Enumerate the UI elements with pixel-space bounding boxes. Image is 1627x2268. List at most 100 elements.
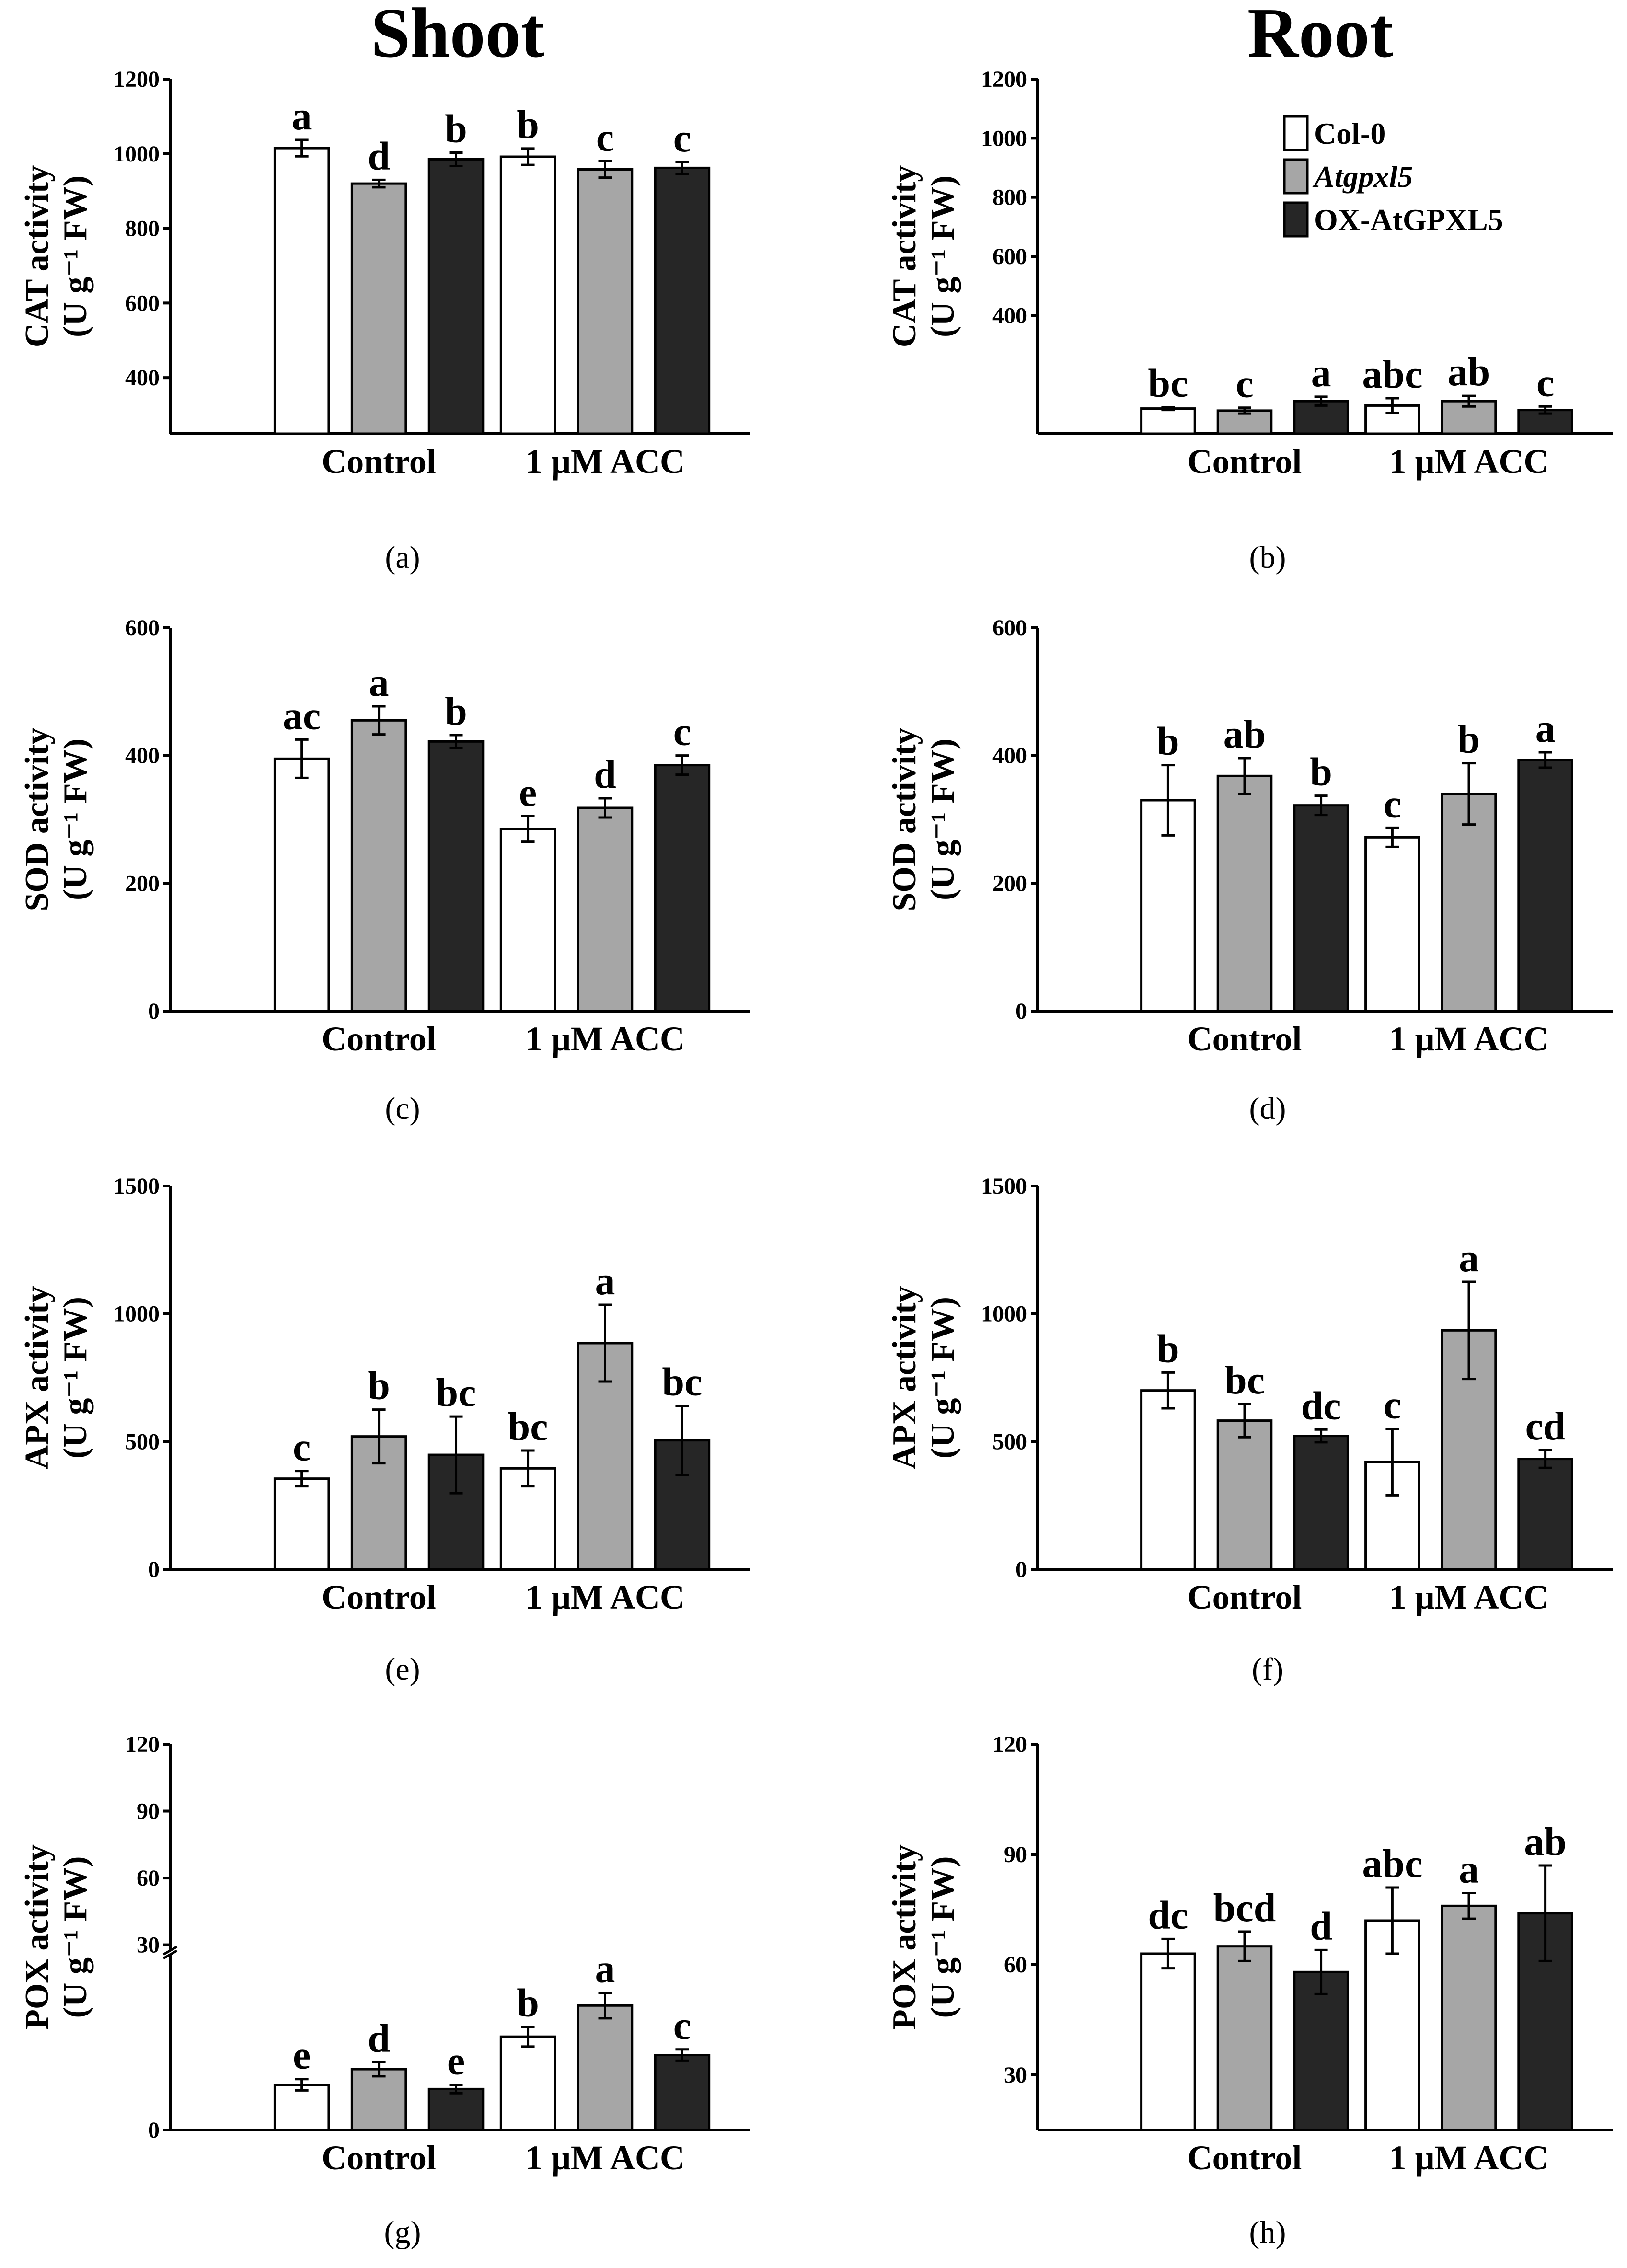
significance-letter: bc — [436, 1370, 476, 1415]
bar — [1216, 1945, 1273, 2131]
chart-panel-d: 0 200 400 600 SOD activity (U g⁻¹ FW) Control b… — [886, 615, 1613, 1126]
legend-label-atgpxl5: Atgpxl5 — [1312, 160, 1413, 194]
x-category-label: Control — [1188, 1578, 1302, 1616]
y-tick-label: 600 — [992, 244, 1027, 269]
legend-label-ox-atgpxl5: OX-AtGPXL5 — [1314, 203, 1503, 237]
shoot-title: Shoot — [371, 0, 544, 72]
y-tick-label: 0 — [148, 999, 160, 1024]
y-tick-label: 400 — [992, 743, 1027, 769]
significance-letter: b — [445, 106, 467, 151]
chart-panel-g: 0 30 60 90 120 POX activity (U g⁻¹ FW) Control e… — [19, 1732, 750, 2250]
x-category-label: Control — [322, 1578, 436, 1616]
y-tick-label: 0 — [148, 1557, 160, 1582]
panel-label: (h) — [1249, 2215, 1286, 2250]
x-category-label: Control — [322, 1020, 436, 1058]
bar — [654, 166, 711, 435]
y-tick-label: 1500 — [114, 1174, 160, 1199]
significance-letter: c — [293, 1425, 311, 1470]
root-title: Root — [1247, 0, 1393, 72]
bar — [1364, 836, 1420, 1013]
y-tick-label: 600 — [992, 615, 1027, 641]
significance-letter: bcd — [1213, 1886, 1276, 1930]
significance-letter: ab — [1223, 712, 1266, 757]
y-tick-label: 1000 — [114, 141, 160, 167]
y-tick-label: 600 — [125, 290, 160, 316]
y-tick-label: 400 — [992, 303, 1027, 328]
bar — [654, 764, 711, 1013]
y-tick-label: 1000 — [981, 1301, 1027, 1327]
bar — [654, 2054, 711, 2131]
bar — [1140, 1389, 1196, 1571]
x-category-label: 1 μM ACC — [525, 1578, 685, 1616]
legend-swatch-col0 — [1283, 115, 1309, 151]
significance-letter: c — [596, 115, 614, 160]
significance-letter: a — [1459, 1847, 1479, 1892]
significance-letter: e — [293, 2033, 311, 2078]
significance-letter: bc — [1148, 361, 1188, 406]
y-tick-label: 90 — [1004, 1842, 1027, 1867]
x-category-label: 1 μM ACC — [1389, 2139, 1549, 2177]
significance-letter: a — [1311, 351, 1331, 395]
significance-letter: b — [445, 689, 467, 734]
y-axis-unit-label: (U g⁻¹ FW) — [57, 738, 94, 900]
x-category-label: 1 μM ACC — [525, 442, 685, 481]
significance-letter: d — [368, 2016, 390, 2061]
significance-letter: a — [595, 1259, 615, 1303]
bar — [1293, 1970, 1349, 2131]
bar — [1293, 400, 1349, 435]
significance-letter: e — [519, 770, 537, 815]
bar — [427, 158, 485, 435]
y-tick-label: 120 — [992, 1732, 1027, 1757]
significance-letter: bc — [508, 1405, 548, 1449]
y-axis-label: SOD activity — [19, 727, 56, 911]
significance-letter: bc — [662, 1360, 702, 1405]
significance-letter: d — [1310, 1904, 1332, 1948]
bar — [350, 719, 407, 1013]
y-axis-label: POX activity — [886, 1844, 923, 2030]
x-category-label: 1 μM ACC — [1389, 1020, 1549, 1058]
bar — [1441, 400, 1497, 435]
significance-letter: c — [1235, 362, 1253, 406]
significance-letter: a — [1535, 706, 1556, 751]
significance-letter: b — [1458, 717, 1480, 762]
y-axis-label: CAT activity — [19, 165, 56, 347]
significance-letter: a — [292, 94, 312, 138]
y-tick-label: 500 — [992, 1429, 1027, 1454]
x-category-label: 1 μM ACC — [1389, 442, 1549, 481]
y-axis-unit-label: (U g⁻¹ FW) — [57, 1297, 94, 1459]
y-axis-label: SOD activity — [886, 727, 923, 911]
y-axis-unit-label: (U g⁻¹ FW) — [924, 738, 961, 900]
y-tick-label: 1200 — [114, 67, 160, 92]
panel-label: (b) — [1249, 540, 1286, 575]
x-category-label: Control — [322, 442, 436, 481]
bar — [273, 757, 330, 1013]
significance-letter: dc — [1148, 1893, 1188, 1937]
significance-letter: bc — [1224, 1358, 1265, 1403]
y-tick-label: 0 — [1015, 1557, 1027, 1582]
x-category-label: 1 μM ACC — [1389, 1578, 1549, 1616]
chart-panel-h: 30 60 90 120 POX activity (U g⁻¹ FW) Control dc… — [886, 1732, 1613, 2250]
chart-panel-c: 0 200 400 600 SOD activity (U g⁻¹ FW) Control a… — [19, 615, 750, 1126]
bar — [1517, 1458, 1573, 1571]
significance-letter: b — [1157, 1326, 1179, 1371]
axis-break-mark-upper — [162, 1946, 178, 1956]
bar — [1364, 1919, 1420, 2131]
bar — [1140, 1952, 1196, 2131]
y-axis-unit-label: (U g⁻¹ FW) — [924, 1297, 961, 1459]
significance-letter: b — [1157, 719, 1179, 764]
x-category-label: Control — [322, 2139, 436, 2177]
y-axis-label: APX activity — [886, 1286, 923, 1470]
y-axis-unit-label: (U g⁻¹ FW) — [57, 1856, 94, 2018]
y-tick-label: 1200 — [981, 67, 1027, 92]
y-tick-label: 90 — [137, 1799, 160, 1824]
y-tick-label: 0 — [148, 2118, 160, 2143]
y-axis-unit-label: (U g⁻¹ FW) — [57, 175, 94, 337]
y-axis-unit-label: (U g⁻¹ FW) — [924, 175, 961, 337]
significance-letter: d — [594, 752, 616, 797]
significance-letter: a — [595, 1947, 615, 1992]
y-axis-label: APX activity — [19, 1286, 56, 1470]
y-tick-label: 200 — [992, 871, 1027, 896]
significance-letter: e — [447, 2039, 465, 2084]
bar — [1517, 759, 1573, 1013]
